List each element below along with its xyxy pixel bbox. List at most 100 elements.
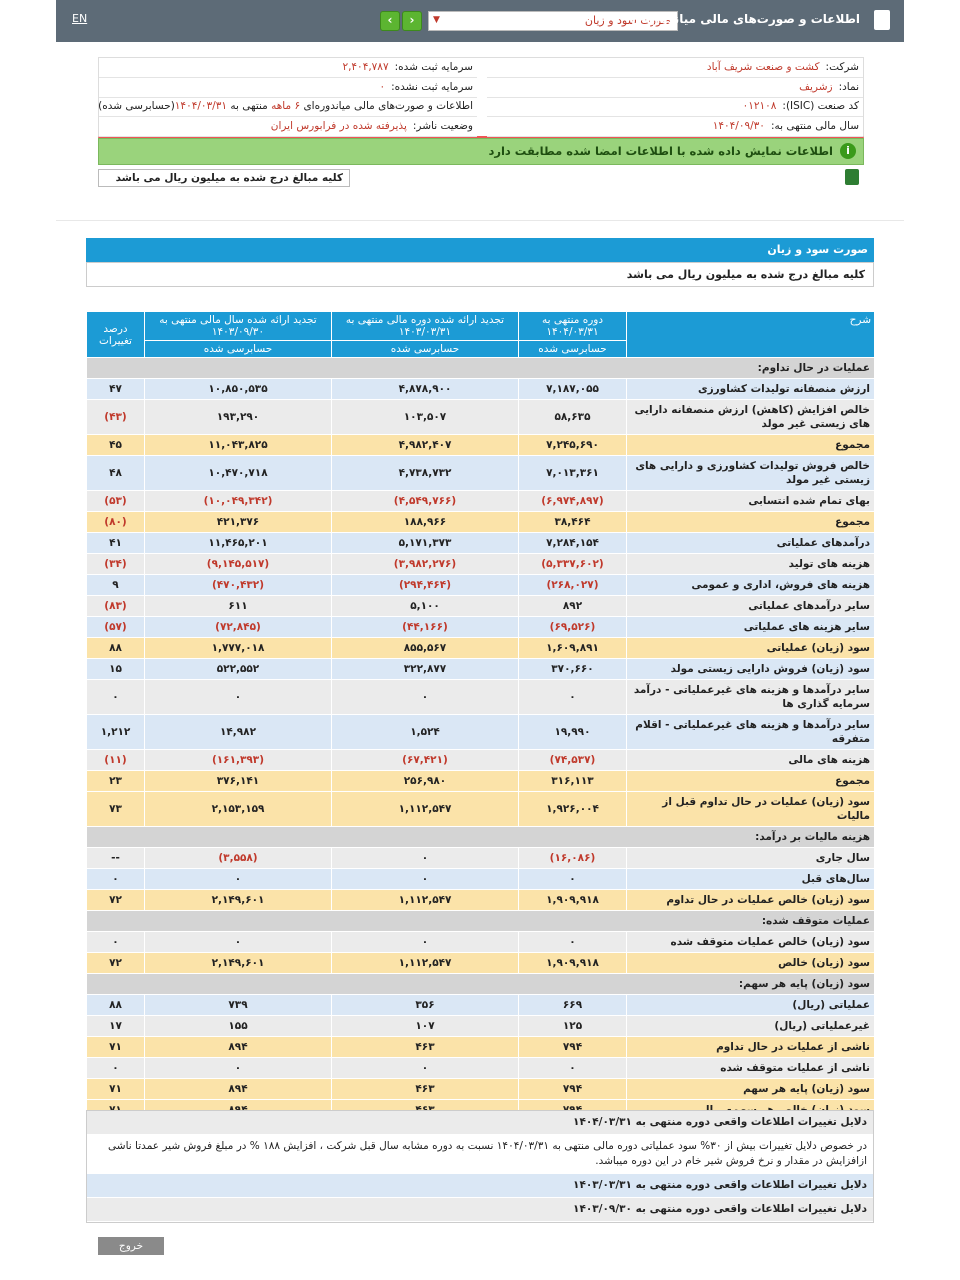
- info-row: سال مالی منتهی به: ۱۴۰۴/۰۹/۳۰: [487, 117, 863, 137]
- prev-button[interactable]: ‹: [380, 11, 400, 31]
- cell-value: ۸۵۵,۵۶۷: [331, 637, 519, 659]
- row-label: مجموع: [626, 770, 875, 792]
- cell-value: ۰: [331, 847, 519, 869]
- table-row: سایر درآمدها و هزینه های غیرعملیاتی - اق…: [86, 714, 875, 750]
- row-label: سود (زیان) خالص: [626, 952, 875, 974]
- report-select[interactable]: صورت سود و زیان ▼: [428, 11, 678, 31]
- cell-value: ۸۹۲: [518, 595, 627, 617]
- row-label: سود (زیان) عملیات در حال تداوم قبل از ما…: [626, 791, 875, 827]
- header-row: شرح دوره منتهی به ۱۴۰۴/۰۳/۳۱ تجدید ارائه ش…: [86, 311, 875, 358]
- cell-value: ۱۷: [86, 1015, 145, 1037]
- section-label: عملیات متوقف شده:: [86, 910, 875, 932]
- cell-value: ۱۰۷: [331, 1015, 519, 1037]
- info-box: شرکت: کشت و صنعت شریف آباد نماد: زشریف کد صن…: [98, 57, 864, 138]
- info-row: نماد: زشریف: [487, 78, 863, 98]
- select-text: صورت سود و زیان: [584, 14, 671, 27]
- cell-value: (۶,۹۷۴,۸۹۷): [518, 490, 627, 512]
- note: دلایل تغییرات اطلاعات واقعی دوره منتهی ب…: [87, 1198, 873, 1222]
- table-row: مجموع ۳۱۶,۱۱۳ ۲۵۶,۹۸۰ ۳۷۶,۱۴۱ ۲۳: [86, 770, 875, 792]
- cell-value: ۶۶۹: [518, 994, 627, 1016]
- column-header: تجدید ارائه شده دوره مالی منتهی به ۱۴۰۳/…: [331, 311, 519, 341]
- cell-value: ۲۵۶,۹۸۰: [331, 770, 519, 792]
- cell-value: ۳۷۶,۱۴۱: [144, 770, 332, 792]
- info-row: شرکت: کشت و صنعت شریف آباد: [487, 58, 863, 78]
- table-row: ناشی از عملیات متوقف شده ۰ ۰ ۰ ۰: [86, 1057, 875, 1079]
- table-row: سود (زیان) خالص ۱,۹۰۹,۹۱۸ ۱,۱۱۲,۵۴۷ ۲,۱۴۹,۶…: [86, 952, 875, 974]
- cell-value: ۷۳۹: [144, 994, 332, 1016]
- table-row: خالص فروش تولیدات کشاورزی و دارایی های ز…: [86, 455, 875, 491]
- cell-value: (۶۹,۵۲۶): [518, 616, 627, 638]
- section-label: سود (زیان) پایه هر سهم:: [86, 973, 875, 995]
- table-row: سایر هزینه های عملیاتی (۶۹,۵۲۶) (۴۴,۱۶۶) (۷…: [86, 616, 875, 638]
- period-label: اطلاعات و صورت‌های مالی میاندوره‌ای: [303, 100, 473, 112]
- cell-value: ۰: [331, 931, 519, 953]
- verified-notice: i اطلاعات نمایش داده شده با اطلاعات امضا …: [98, 138, 864, 165]
- row-label: سال جاری: [626, 847, 875, 869]
- table-row: بهای تمام شده انتسابی (۶,۹۷۴,۸۹۷) (۴,۵۴۹,۷…: [86, 490, 875, 512]
- row-label: سایر درآمدها و هزینه های غیرعملیاتی - اق…: [626, 714, 875, 750]
- row-label: هزینه های تولید: [626, 553, 875, 575]
- cell-value: ۵۸,۶۳۵: [518, 399, 627, 435]
- table-row: سایر درآمدها و هزینه های غیرعملیاتی - در…: [86, 679, 875, 715]
- cell-value: ۸۹۴: [144, 1078, 332, 1100]
- row-label: سود (زیان) فروش دارایی زیستی مولد: [626, 658, 875, 680]
- table-row: غیرعملیاتی (ریال) ۱۲۵ ۱۰۷ ۱۵۵ ۱۷: [86, 1015, 875, 1037]
- section-header: صورت سود و زیان: [86, 238, 874, 262]
- cell-value: ۳۸,۴۶۴: [518, 511, 627, 533]
- row-label: مجموع: [626, 511, 875, 533]
- cell-value: ۱,۹۰۹,۹۱۸: [518, 889, 627, 911]
- row-label: سود (زیان) عملیاتی: [626, 637, 875, 659]
- row-label: درآمدهای عملیاتی: [626, 532, 875, 554]
- cell-value: ۰: [144, 1057, 332, 1079]
- table-row: سود (زیان) پایه هر سهم:: [86, 973, 875, 995]
- table-row: سود (زیان) خالص عملیات متوقف شده ۰ ۰ ۰ ۰: [86, 931, 875, 953]
- cell-value: (۴۴,۱۶۶): [331, 616, 519, 638]
- table-row: درآمدهای عملیاتی ۷,۲۸۴,۱۵۴ ۵,۱۷۱,۳۷۳ ۱۱,۴۶۵…: [86, 532, 875, 554]
- cell-value: ۲,۱۴۹,۶۰۱: [144, 952, 332, 974]
- cell-value: ۲,۱۴۹,۶۰۱: [144, 889, 332, 911]
- cell-value: ۴۵: [86, 434, 145, 456]
- cell-value: (۷۲,۸۴۵): [144, 616, 332, 638]
- cell-value: ۱۵: [86, 658, 145, 680]
- cell-value: ۰: [518, 931, 627, 953]
- cell-value: ۸۹۴: [144, 1036, 332, 1058]
- cell-value: ۷۹۴: [518, 1078, 627, 1100]
- exit-button[interactable]: خروج: [98, 1237, 164, 1255]
- cell-value: (۳,۵۵۸): [144, 847, 332, 869]
- row-label: سایر هزینه های عملیاتی: [626, 616, 875, 638]
- info-row: سرمایه ثبت نشده: ۰: [99, 78, 477, 98]
- next-button[interactable]: ›: [402, 11, 422, 31]
- cell-value: ۱,۹۰۹,۹۱۸: [518, 952, 627, 974]
- table-row: مجموع ۷,۲۴۵,۶۹۰ ۴,۹۸۲,۴۰۷ ۱۱,۰۴۳,۸۲۵ ۴۵: [86, 434, 875, 456]
- cell-value: ۷۳: [86, 791, 145, 827]
- section-label: عملیات در حال تداوم:: [86, 357, 875, 379]
- cell-value: ۱,۱۱۲,۵۴۷: [331, 952, 519, 974]
- info-label: وضعیت ناشر:: [412, 119, 473, 132]
- cell-value: ۱,۱۱۲,۵۴۷: [331, 791, 519, 827]
- cell-value: ۰: [86, 679, 145, 715]
- note: دلایل تغییرات اطلاعات واقعی دوره منتهی ب…: [87, 1174, 873, 1198]
- cell-value: ۷,۲۸۴,۱۵۴: [518, 532, 627, 554]
- cell-value: ۳۷۰,۶۶۰: [518, 658, 627, 680]
- cell-value: (۱۶,۰۸۶): [518, 847, 627, 869]
- period-between: منتهی به: [230, 100, 268, 112]
- row-label: خالص افزایش (کاهش) ارزش منصفانه دارایی ه…: [626, 399, 875, 435]
- cell-value: ۳۱۶,۱۱۳: [518, 770, 627, 792]
- excel-icon[interactable]: [845, 169, 859, 185]
- table-row: سایر درآمدهای عملیاتی ۸۹۲ ۵,۱۰۰ ۶۱۱ (۸۳): [86, 595, 875, 617]
- cell-value: ۰: [144, 679, 332, 715]
- cell-value: ۴,۷۳۸,۷۳۲: [331, 455, 519, 491]
- table-row: هزینه های مالی (۷۴,۵۳۷) (۶۷,۴۲۱) (۱۶۱,۳۹۳)(…: [86, 749, 875, 771]
- cell-value: ۱۰۳,۵۰۷: [331, 399, 519, 435]
- separator: [56, 220, 904, 221]
- cell-value: ۴۷: [86, 378, 145, 400]
- cell-value: ۰: [86, 931, 145, 953]
- info-value: ۰: [379, 80, 386, 93]
- cell-value: (۳,۹۸۲,۲۷۶): [331, 553, 519, 575]
- language-link[interactable]: EN: [72, 12, 88, 25]
- cell-value: (۸۰): [86, 511, 145, 533]
- cell-value: ۰: [518, 679, 627, 715]
- cell-value: ۷۱: [86, 1078, 145, 1100]
- row-label: مجموع: [626, 434, 875, 456]
- table-row: سال‌های قبل ۰ ۰ ۰ ۰: [86, 868, 875, 890]
